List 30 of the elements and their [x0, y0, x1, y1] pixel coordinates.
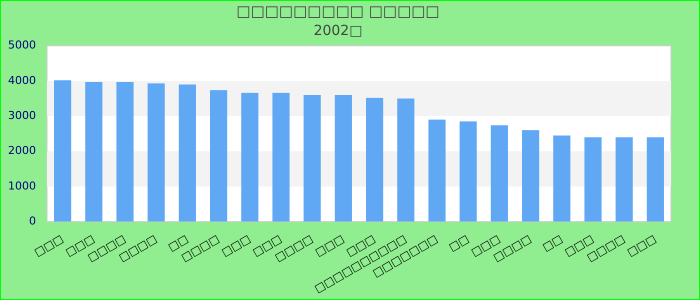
bar	[178, 84, 196, 222]
bar	[116, 82, 134, 222]
bar	[522, 130, 540, 222]
bar	[272, 92, 290, 222]
y-tick-label: 5000	[8, 38, 36, 52]
bar	[428, 120, 446, 222]
y-tick-label: 4000	[8, 74, 36, 87]
x-tick-label: □□	[446, 232, 472, 254]
bar	[616, 137, 633, 222]
bar	[334, 95, 352, 222]
x-tick-label: □□	[540, 232, 565, 254]
y-tick-label: 1000	[8, 179, 36, 192]
chart-subtitle: 2002□	[314, 23, 362, 40]
bar	[241, 92, 258, 222]
bar	[553, 135, 570, 222]
chart-title: □□□□□□□□□ □□□□□	[236, 2, 440, 20]
bar	[460, 121, 477, 222]
bar	[490, 125, 508, 222]
bar	[85, 82, 102, 222]
y-tick-label: 3000	[8, 108, 36, 122]
bar	[148, 83, 165, 222]
y-tick-label: 0	[28, 214, 36, 228]
bar	[584, 137, 602, 222]
bar	[210, 90, 228, 222]
y-tick-label: 2000	[8, 144, 36, 158]
bar	[646, 137, 664, 222]
bar	[366, 98, 384, 222]
bar	[304, 95, 321, 222]
bar	[54, 80, 72, 222]
bar	[397, 98, 414, 222]
